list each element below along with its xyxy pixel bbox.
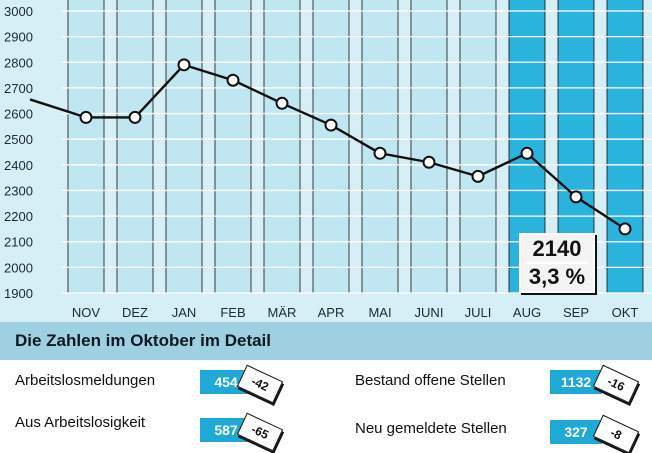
data-point-juni [422, 155, 436, 169]
x-tick-label: JULI [465, 305, 492, 320]
y-tick-label: 2900 [4, 30, 33, 45]
delta-tag-arbeitslosmeldungen: -42 [236, 364, 284, 404]
x-tick-label: DEZ [122, 305, 148, 320]
data-point-apr [324, 118, 338, 132]
x-tick-label: AUG [513, 305, 541, 320]
callout-divider [526, 262, 588, 264]
delta-tag-aus-arbeitslosigkeit: -65 [236, 412, 284, 452]
delta-tag-bestand-offene-stellen: -16 [592, 364, 640, 404]
y-tick-label: 2400 [4, 158, 33, 173]
data-point-juli [471, 169, 485, 183]
bar-apr [312, 0, 350, 294]
x-tick-label: MAI [368, 305, 391, 320]
bar-juni [410, 0, 448, 294]
y-tick-label: 2600 [4, 107, 33, 122]
detail-title: Die Zahlen im Oktober im Detail [15, 331, 272, 350]
data-point-jan [177, 58, 191, 72]
x-tick-label: NOV [72, 305, 101, 320]
y-tick-label: 2800 [4, 55, 33, 70]
data-point-feb [226, 73, 240, 87]
bar-okt [606, 0, 644, 294]
chart-area: 1900 2000 2100 2200 2300 2400 2500 2600 2700 2800… [0, 0, 652, 322]
bar-jan [165, 0, 203, 294]
stat-label-bestand-offene-stellen: Bestand offene Stellen [355, 372, 506, 389]
bar-feb [214, 0, 252, 294]
detail-header: Die Zahlen im Oktober im Detail [0, 322, 652, 360]
y-tick-label: 2200 [4, 209, 33, 224]
stat-value-arbeitslosmeldungen: 454 [200, 370, 252, 394]
x-tick-label: APR [318, 305, 345, 320]
x-tick-label: FEB [220, 305, 245, 320]
data-point-aug [520, 146, 534, 160]
x-tick-label: JUNI [415, 305, 444, 320]
y-tick-label: 2500 [4, 132, 33, 147]
y-tick-label: 2300 [4, 183, 33, 198]
x-tick-label: SEP [563, 305, 589, 320]
x-tick-label: JAN [172, 305, 197, 320]
y-tick-label: 2000 [4, 260, 33, 275]
y-tick-label: 2700 [4, 81, 33, 96]
data-point-dez [128, 110, 142, 124]
delta-tag-neu-gemeldete-stellen: -8 [592, 414, 640, 453]
bar-juli [459, 0, 497, 294]
y-tick-label: 2100 [4, 235, 33, 250]
y-tick-label: 3000 [4, 4, 33, 19]
stat-value-bestand-offene-stellen: 1132 [550, 370, 602, 394]
data-point-okt [618, 222, 632, 236]
data-point-nov [79, 110, 93, 124]
bar-mär [263, 0, 301, 294]
data-point-sep [569, 190, 583, 204]
data-point-mai [373, 146, 387, 160]
bar-dez [116, 0, 154, 294]
stat-label-arbeitslosmeldungen: Arbeitslosmeldungen [15, 372, 156, 389]
stat-label-aus-arbeitslosigkeit: Aus Arbeitslosigkeit [15, 414, 146, 431]
data-point-mär [275, 96, 289, 110]
x-tick-label: MÄR [268, 305, 297, 320]
bar-nov [67, 0, 105, 294]
x-tick-label: OKT [612, 305, 639, 320]
callout-rate: 3,3 % [528, 264, 586, 289]
stat-label-neu-gemeldete-stellen: Neu gemeldete Stellen [355, 420, 507, 437]
y-tick-label: 1900 [4, 286, 33, 301]
value-callout: 2140 3,3 % [519, 233, 595, 293]
callout-value: 2140 [532, 236, 582, 261]
